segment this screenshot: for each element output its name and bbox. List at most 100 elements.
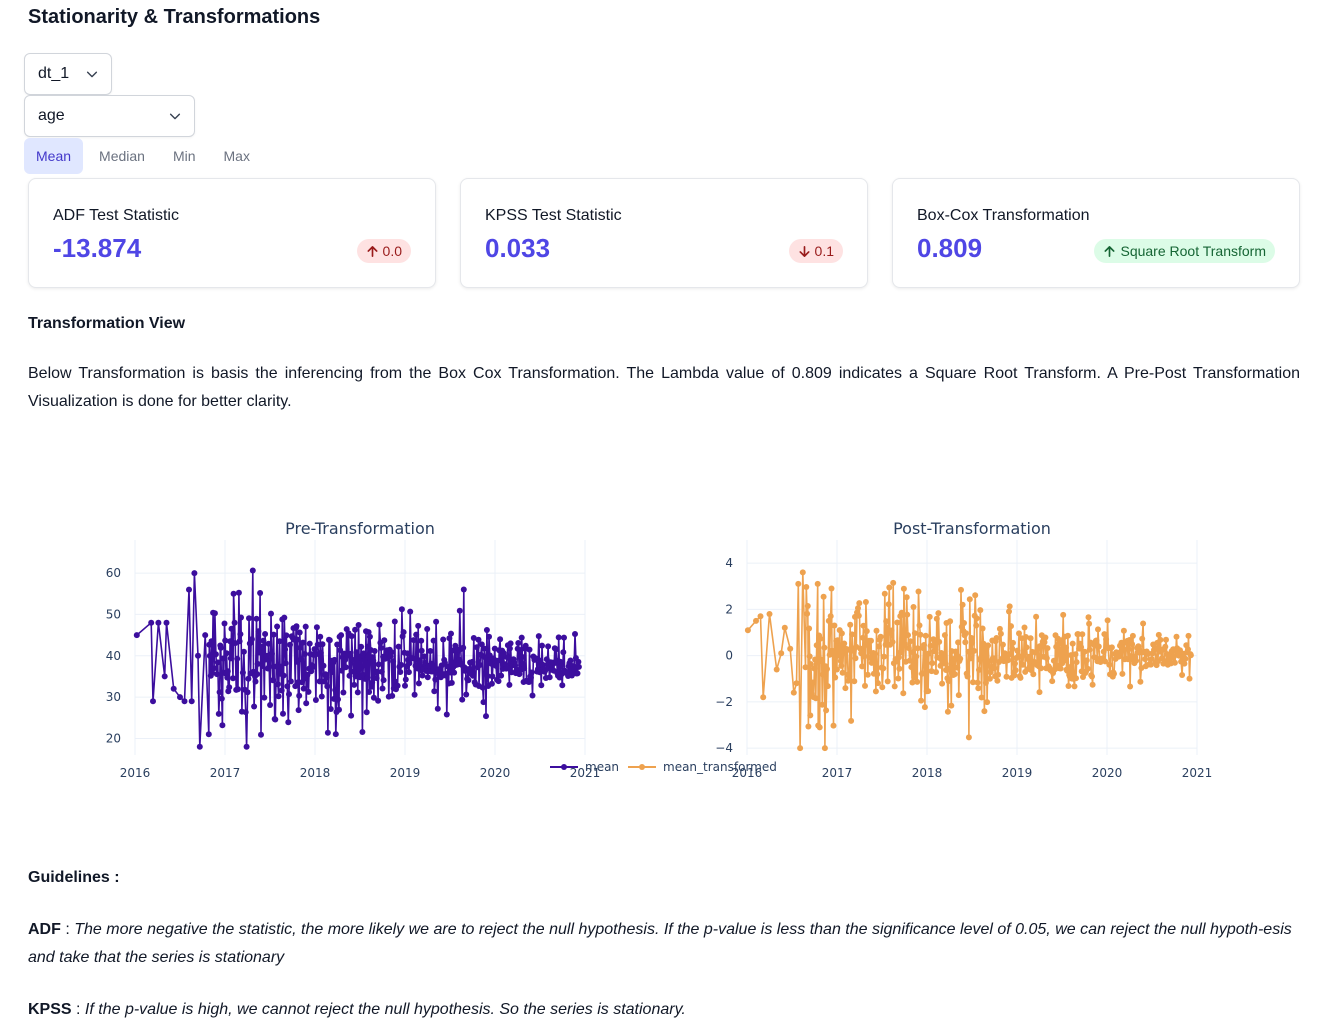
data-point <box>427 648 434 654</box>
chevron-down-icon <box>169 113 181 120</box>
data-point <box>849 631 856 638</box>
data-point <box>332 687 339 693</box>
data-point <box>872 688 879 695</box>
data-point <box>306 640 313 647</box>
series-markers <box>133 567 582 750</box>
data-point <box>868 637 874 644</box>
data-point <box>317 649 324 656</box>
data-point <box>961 620 967 626</box>
y-tick-label: 20 <box>106 731 121 745</box>
data-point <box>389 692 396 699</box>
data-point <box>1057 665 1064 672</box>
legend-swatch-marker <box>561 764 567 770</box>
data-point <box>872 650 879 657</box>
data-point <box>1037 643 1043 650</box>
data-point <box>1186 675 1193 682</box>
data-point <box>282 660 289 667</box>
x-tick-label: 2017 <box>822 766 853 780</box>
data-point <box>213 671 220 678</box>
tab-min[interactable]: Min <box>172 148 196 164</box>
data-point <box>1060 611 1067 618</box>
data-point <box>883 625 890 631</box>
data-point <box>827 613 834 620</box>
data-point <box>305 688 312 695</box>
data-point <box>974 679 981 686</box>
data-point <box>314 641 321 648</box>
legend-item-mean[interactable]: mean <box>550 760 619 774</box>
data-point <box>1073 659 1080 666</box>
data-point <box>1086 620 1093 627</box>
data-point <box>895 675 902 682</box>
data-point <box>935 610 942 617</box>
data-point <box>242 709 249 716</box>
data-point <box>859 663 866 670</box>
data-point <box>984 699 991 706</box>
data-point <box>486 633 492 640</box>
data-point <box>196 743 203 750</box>
data-point <box>1007 651 1014 657</box>
dataset-select[interactable]: dt_1 <box>24 53 112 95</box>
delta-badge: Square Root Transform <box>1094 239 1275 263</box>
data-point <box>844 646 851 653</box>
tab-median[interactable]: Median <box>99 148 145 164</box>
data-point <box>376 621 383 628</box>
data-point <box>539 661 546 668</box>
data-point <box>816 724 823 731</box>
data-point <box>978 694 985 701</box>
data-point <box>898 609 905 616</box>
data-point <box>262 631 269 637</box>
data-point <box>781 624 788 631</box>
data-point <box>861 653 868 660</box>
data-point <box>300 685 307 692</box>
data-point <box>912 670 919 677</box>
data-point <box>1181 660 1188 667</box>
data-point <box>374 668 381 675</box>
data-point <box>821 644 828 651</box>
x-tick-label: 2017 <box>210 766 241 780</box>
data-point <box>831 622 838 629</box>
data-point <box>1033 613 1040 620</box>
legend-item-mean-transformed[interactable]: mean_transformed <box>628 760 777 774</box>
tab-max[interactable]: Max <box>223 148 250 164</box>
data-point <box>829 649 836 656</box>
data-point <box>953 652 960 659</box>
data-point <box>1102 658 1109 665</box>
data-point <box>133 632 140 639</box>
chevron-down-icon <box>86 71 98 78</box>
data-point <box>830 722 837 729</box>
data-point <box>394 682 401 689</box>
chart-legend[interactable]: mean mean_transformed <box>550 760 777 774</box>
data-point <box>484 673 491 680</box>
data-point <box>211 665 218 672</box>
data-point <box>1083 657 1090 664</box>
data-point <box>876 643 882 650</box>
data-point <box>276 638 283 645</box>
data-point <box>476 662 483 668</box>
data-point <box>1155 631 1162 638</box>
data-point <box>336 706 342 713</box>
data-point <box>1017 674 1024 681</box>
data-point <box>883 618 890 625</box>
data-point <box>918 697 925 704</box>
data-point <box>456 607 463 614</box>
data-point <box>245 675 252 682</box>
data-point <box>240 648 247 655</box>
data-point <box>1103 636 1110 643</box>
data-point <box>313 624 320 631</box>
data-point <box>1129 632 1136 639</box>
data-point <box>538 682 545 689</box>
data-point <box>155 619 162 626</box>
data-point <box>852 655 859 662</box>
data-point <box>150 698 156 705</box>
data-point <box>477 651 484 658</box>
data-point <box>1171 653 1177 660</box>
data-point <box>1185 632 1192 639</box>
data-point <box>186 586 192 593</box>
data-point <box>319 641 326 648</box>
column-select[interactable]: age <box>24 95 195 137</box>
tab-mean[interactable]: Mean <box>24 138 84 174</box>
x-tick-label: 2021 <box>1182 766 1213 780</box>
data-point <box>963 630 969 637</box>
data-point <box>286 691 292 698</box>
